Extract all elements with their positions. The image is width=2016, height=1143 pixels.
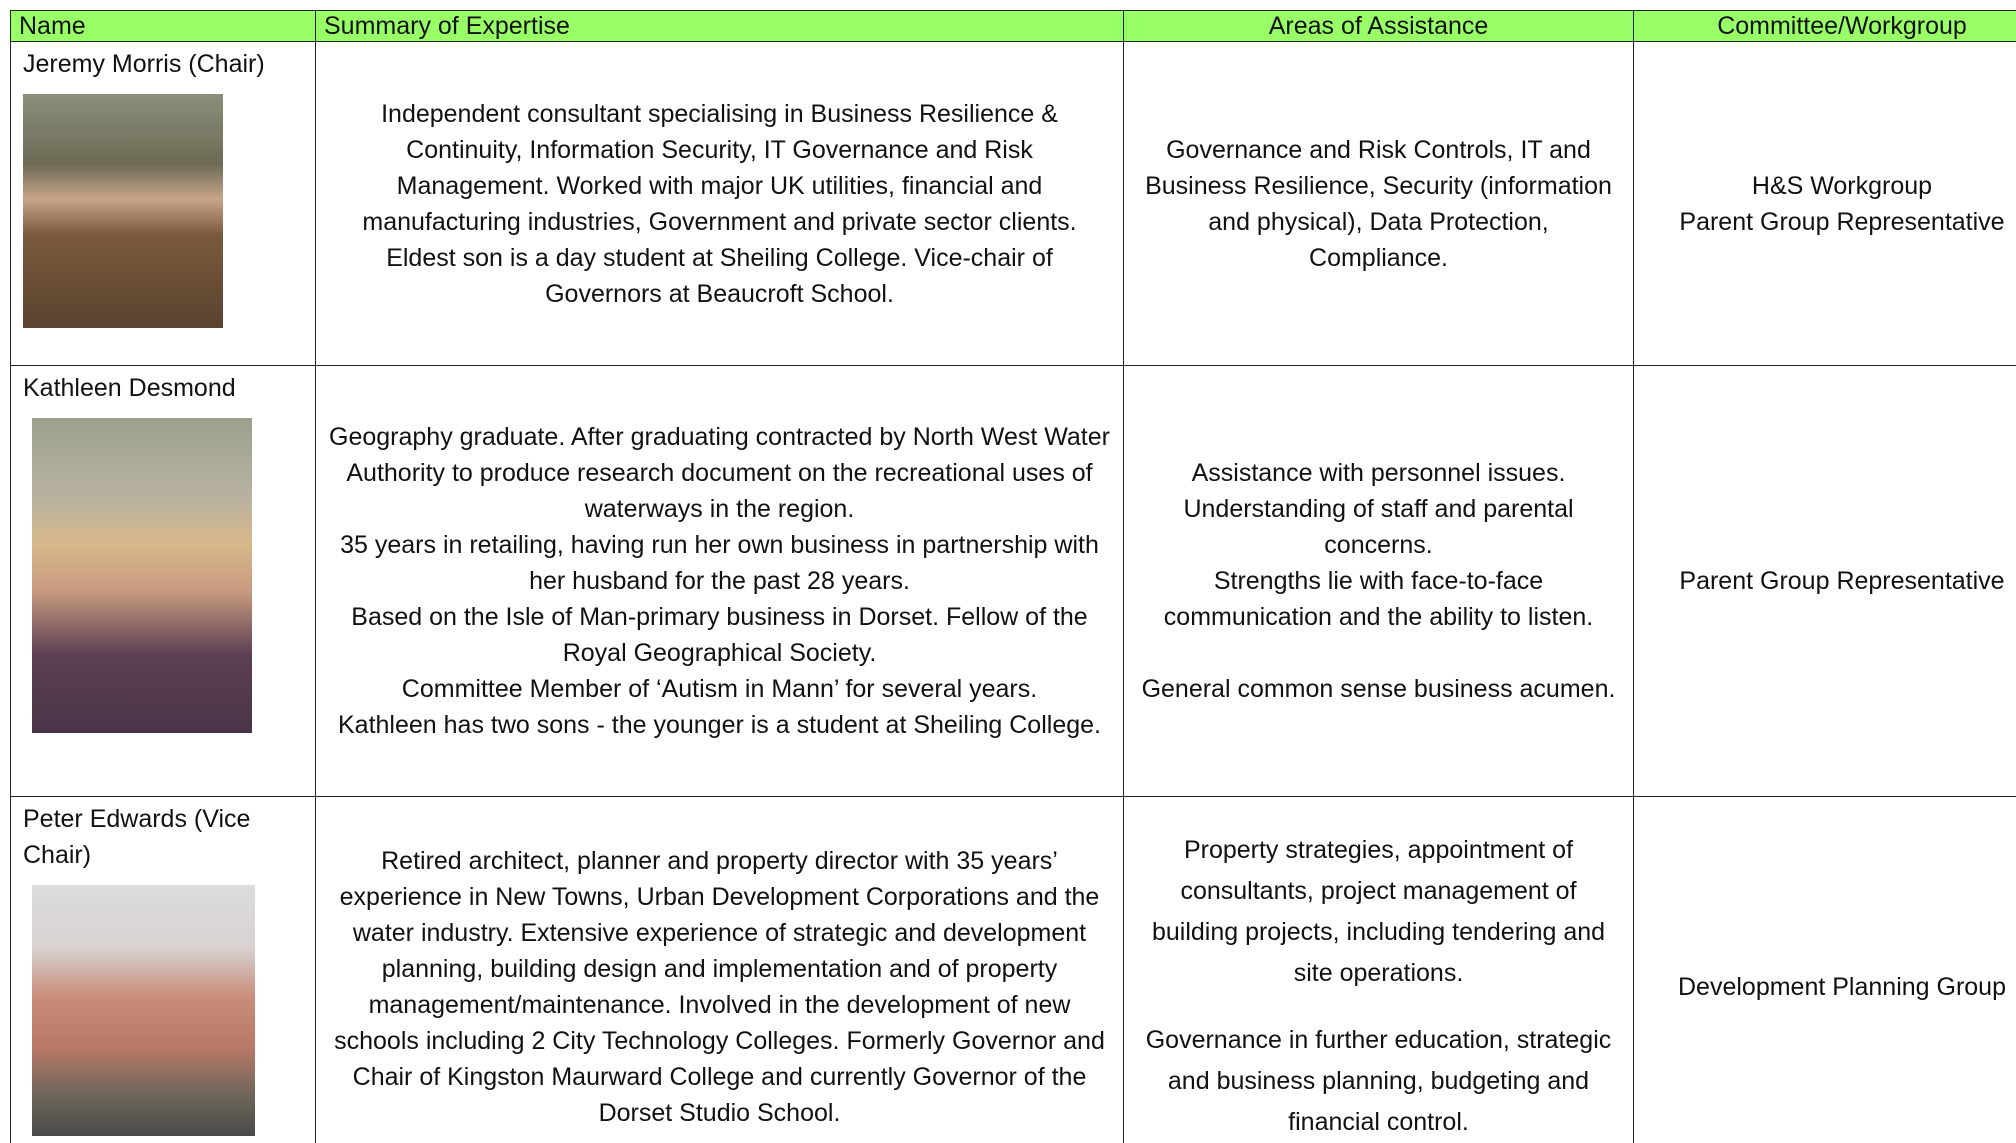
committee-cell: Parent Group Representative (1633, 365, 2016, 797)
summary-text: Independent consultant specialising in B… (362, 99, 1077, 308)
committee-text: Parent Group Representative (1679, 567, 2005, 595)
areas-text: Understanding of staff and parental conc… (1183, 495, 1574, 559)
summary-text: Kathleen has two sons - the younger is a… (338, 711, 1101, 739)
summary-cell: Retired architect, planner and property … (315, 796, 1124, 1143)
areas-text: Property strategies, appointment of cons… (1151, 836, 1606, 987)
summary-text: Based on the Isle of Man-primary busines… (351, 603, 1088, 667)
summary-text: Committee Member of ‘Autism in Mann’ for… (401, 675, 1038, 703)
photo (32, 418, 252, 733)
table-row: Kathleen Desmond Geography graduate. Afte… (10, 365, 2016, 797)
areas-text: Governance in further education, strateg… (1145, 1026, 1612, 1136)
committee-text: Parent Group Representative (1679, 207, 2005, 236)
header-cell: Areas of Assistance (1123, 10, 1634, 42)
areas-text: Strengths lie with face-to-face communic… (1163, 567, 1594, 631)
committee-text: H&S Workgroup (1751, 171, 1933, 200)
header-cell: Summary of Expertise (315, 10, 1124, 42)
areas-cell: Property strategies, appointment of cons… (1123, 796, 1634, 1143)
committee-cell: H&S Workgroup Parent Group Representative (1633, 41, 2016, 366)
header-cell: Name (10, 10, 316, 42)
table-row: Jeremy Morris (Chair) Independent consult… (10, 41, 2016, 366)
committee-text: Development Planning Group (1678, 972, 2006, 1001)
table-row: Peter Edwards (Vice Chair) Retired archit… (10, 796, 2016, 1143)
areas-text: Assistance with personnel issues. (1191, 459, 1566, 487)
areas-cell: Assistance with personnel issues. Underst… (1123, 365, 1634, 797)
summary-text: 35 years in retailing, having run her ow… (340, 531, 1099, 595)
areas-cell: Governance and Risk Controls, IT and Bus… (1123, 41, 1634, 366)
table-body: Jeremy Morris (Chair) Independent consult… (10, 41, 2016, 1143)
summary-text: Geography graduate. After graduating con… (329, 423, 1110, 523)
member-name: Kathleen Desmond (23, 374, 236, 402)
areas-text: Governance and Risk Controls, IT and Bus… (1145, 135, 1612, 272)
name-cell: Peter Edwards (Vice Chair) (10, 796, 316, 1143)
photo (23, 94, 223, 328)
name-cell: Jeremy Morris (Chair) (10, 41, 316, 366)
summary-cell: Geography graduate. After graduating con… (315, 365, 1124, 797)
header-row: Name Summary of Expertise Areas of Assista… (10, 10, 2016, 42)
summary-cell: Independent consultant specialising in B… (315, 41, 1124, 366)
committee-cell: Development Planning Group (1633, 796, 2016, 1143)
summary-text: Retired architect, planner and property … (334, 846, 1105, 1127)
areas-text: General common sense business acumen. (1141, 675, 1616, 703)
photo (32, 885, 255, 1136)
name-cell: Kathleen Desmond (10, 365, 316, 797)
member-name: Peter Edwards (Vice Chair) (23, 805, 251, 869)
header-cell: Committee/Workgroup (1633, 10, 2016, 42)
member-name: Jeremy Morris (Chair) (23, 50, 265, 78)
experts-table: Name Summary of Expertise Areas of Assista… (10, 10, 2016, 1143)
